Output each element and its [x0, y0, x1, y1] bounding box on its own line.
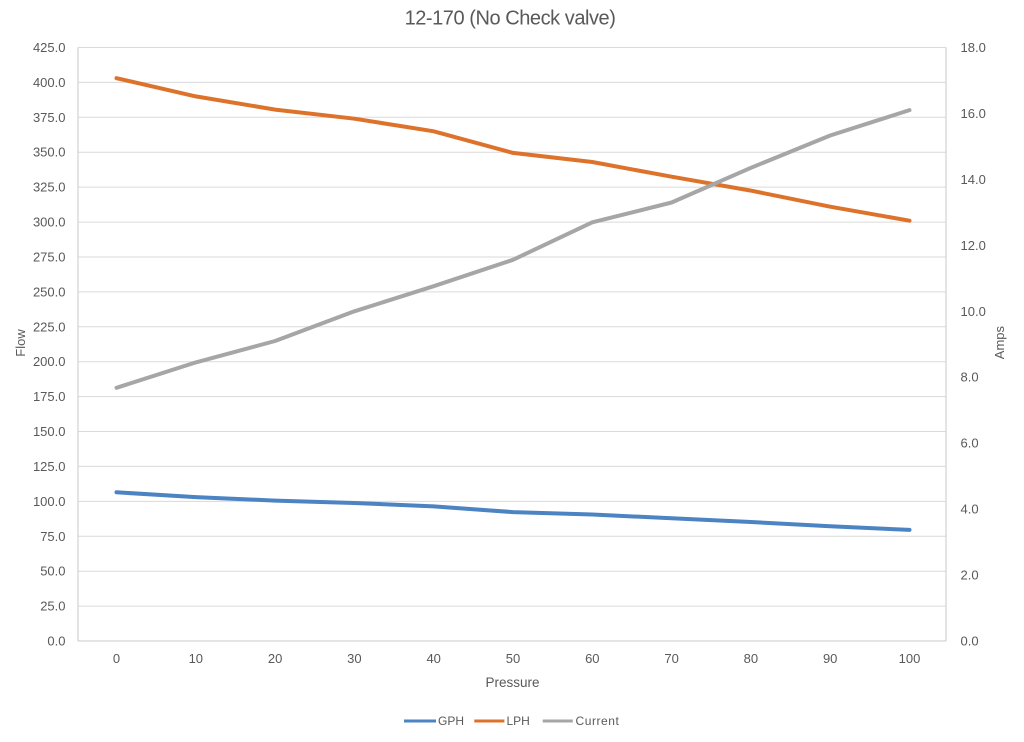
- svg-text:275.0: 275.0: [33, 250, 66, 265]
- svg-text:350.0: 350.0: [33, 145, 66, 160]
- svg-text:16.0: 16.0: [961, 106, 986, 121]
- svg-text:80: 80: [744, 651, 758, 666]
- svg-text:50: 50: [506, 651, 520, 666]
- svg-text:10.0: 10.0: [961, 304, 986, 319]
- svg-text:300.0: 300.0: [33, 215, 66, 230]
- svg-text:75.0: 75.0: [40, 529, 65, 544]
- svg-text:90: 90: [823, 651, 837, 666]
- svg-text:375.0: 375.0: [33, 110, 66, 125]
- svg-text:LPH: LPH: [507, 714, 530, 728]
- svg-text:10: 10: [189, 651, 203, 666]
- svg-text:Current: Current: [576, 714, 620, 728]
- svg-text:25.0: 25.0: [40, 599, 65, 614]
- svg-text:Amps: Amps: [992, 325, 1007, 359]
- svg-text:6.0: 6.0: [961, 436, 979, 451]
- svg-text:0.0: 0.0: [47, 634, 65, 649]
- svg-text:20: 20: [268, 651, 282, 666]
- svg-text:400.0: 400.0: [33, 75, 66, 90]
- svg-text:30: 30: [347, 651, 361, 666]
- svg-text:18.0: 18.0: [961, 40, 986, 55]
- svg-text:14.0: 14.0: [961, 172, 986, 187]
- svg-text:4.0: 4.0: [961, 502, 979, 517]
- svg-text:GPH: GPH: [438, 714, 464, 728]
- svg-text:12-170 (No Check valve): 12-170 (No Check valve): [405, 8, 616, 30]
- svg-text:200.0: 200.0: [33, 354, 66, 369]
- svg-text:0.0: 0.0: [961, 634, 979, 649]
- svg-text:125.0: 125.0: [33, 459, 66, 474]
- svg-text:225.0: 225.0: [33, 319, 66, 334]
- svg-text:40: 40: [426, 651, 440, 666]
- svg-text:2.0: 2.0: [961, 568, 979, 583]
- svg-text:325.0: 325.0: [33, 180, 66, 195]
- svg-text:100.0: 100.0: [33, 494, 66, 509]
- svg-text:250.0: 250.0: [33, 284, 66, 299]
- svg-text:100: 100: [899, 651, 921, 666]
- svg-text:425.0: 425.0: [33, 40, 66, 55]
- svg-text:8.0: 8.0: [961, 370, 979, 385]
- svg-text:0: 0: [113, 651, 120, 666]
- svg-text:Pressure: Pressure: [485, 675, 539, 690]
- svg-text:70: 70: [664, 651, 678, 666]
- svg-text:50.0: 50.0: [40, 564, 65, 579]
- svg-text:Flow: Flow: [13, 329, 28, 357]
- svg-text:12.0: 12.0: [961, 238, 986, 253]
- svg-text:60: 60: [585, 651, 599, 666]
- svg-text:150.0: 150.0: [33, 424, 66, 439]
- svg-text:175.0: 175.0: [33, 389, 66, 404]
